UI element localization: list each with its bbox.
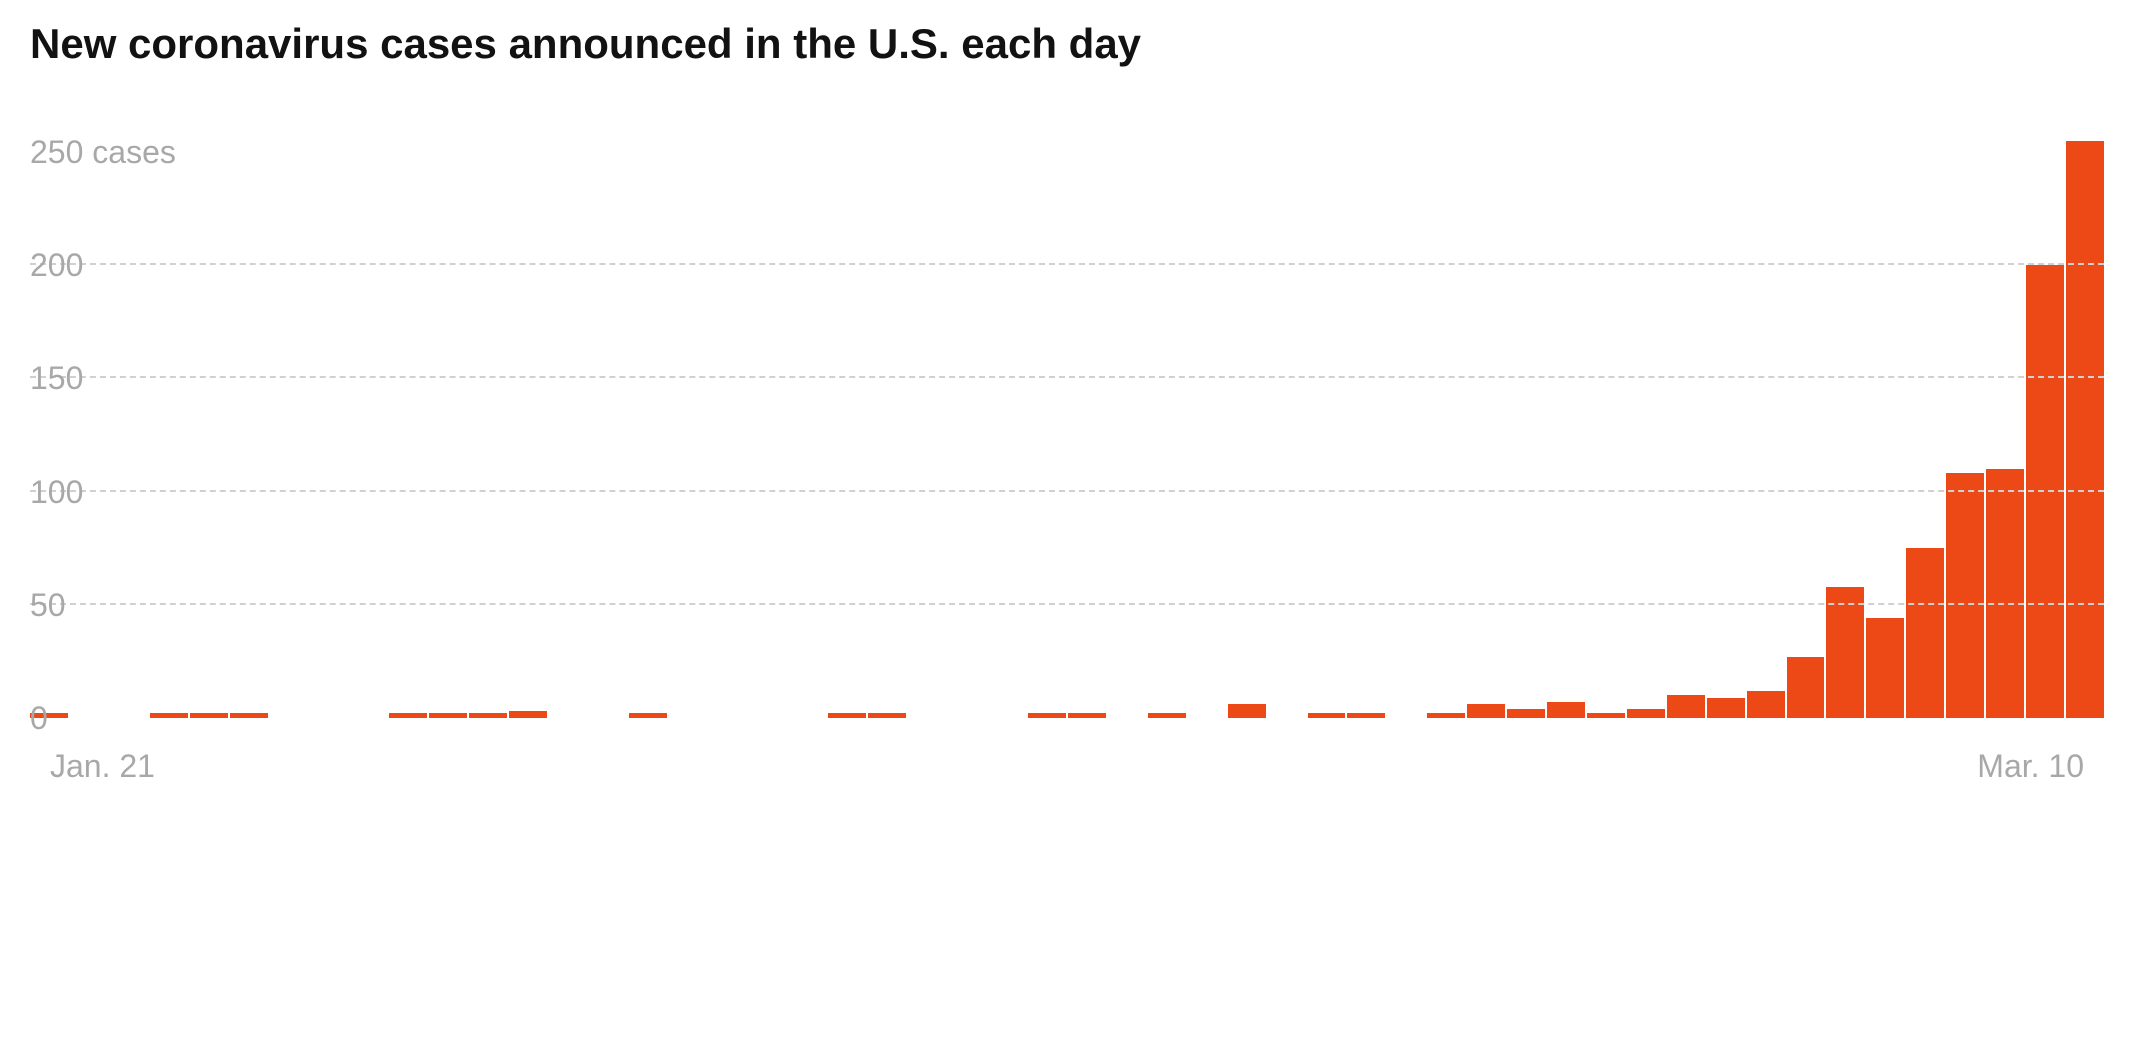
bar — [1906, 548, 1944, 718]
bar — [429, 713, 467, 718]
bar — [2066, 141, 2104, 718]
gridline — [30, 490, 2104, 492]
bar — [150, 713, 188, 718]
x-axis-start-label: Jan. 21 — [50, 748, 155, 785]
bar — [389, 713, 427, 718]
bar — [1667, 695, 1705, 718]
plot-area: 050100150200250 cases — [30, 118, 2104, 718]
bar — [1866, 618, 1904, 718]
bar — [1946, 473, 1984, 718]
bar — [1228, 704, 1266, 718]
bar — [1826, 587, 1864, 718]
y-axis-label: 100 — [30, 476, 83, 508]
bar — [190, 713, 228, 718]
bar — [230, 713, 268, 718]
bar — [1587, 713, 1625, 718]
gridline — [30, 603, 2104, 605]
bar — [1547, 702, 1585, 718]
y-axis-label: 250 cases — [30, 136, 176, 168]
bar — [1467, 704, 1505, 718]
bar — [1627, 709, 1665, 718]
bar — [509, 711, 547, 718]
bar — [1507, 709, 1545, 718]
gridline — [30, 263, 2104, 265]
y-axis-label: 200 — [30, 249, 83, 281]
bar — [868, 713, 906, 718]
x-axis-end-label: Mar. 10 — [1977, 748, 2084, 785]
chart-container: 0 50 100 150 200 250 cases Jan. 21 Mar. 10 — [30, 118, 2104, 788]
bar — [629, 713, 667, 718]
x-axis: Jan. 21 Mar. 10 — [30, 748, 2104, 788]
bar — [1707, 698, 1745, 718]
y-axis-label: 150 — [30, 362, 83, 394]
gridline — [30, 376, 2104, 378]
bar — [469, 713, 507, 718]
bar — [1427, 713, 1465, 718]
bar — [1787, 657, 1825, 718]
bar — [828, 713, 866, 718]
bar — [1747, 691, 1785, 718]
bar — [1028, 713, 1066, 718]
y-axis-label: 50 — [30, 589, 66, 621]
bar — [1148, 713, 1186, 718]
bar — [1986, 469, 2024, 718]
bar — [1068, 713, 1106, 718]
chart-title: New coronavirus cases announced in the U… — [30, 20, 2104, 68]
y-axis-label: 0 — [30, 702, 48, 734]
bar — [1308, 713, 1346, 718]
bars-group — [30, 118, 2104, 718]
bar — [1347, 713, 1385, 718]
